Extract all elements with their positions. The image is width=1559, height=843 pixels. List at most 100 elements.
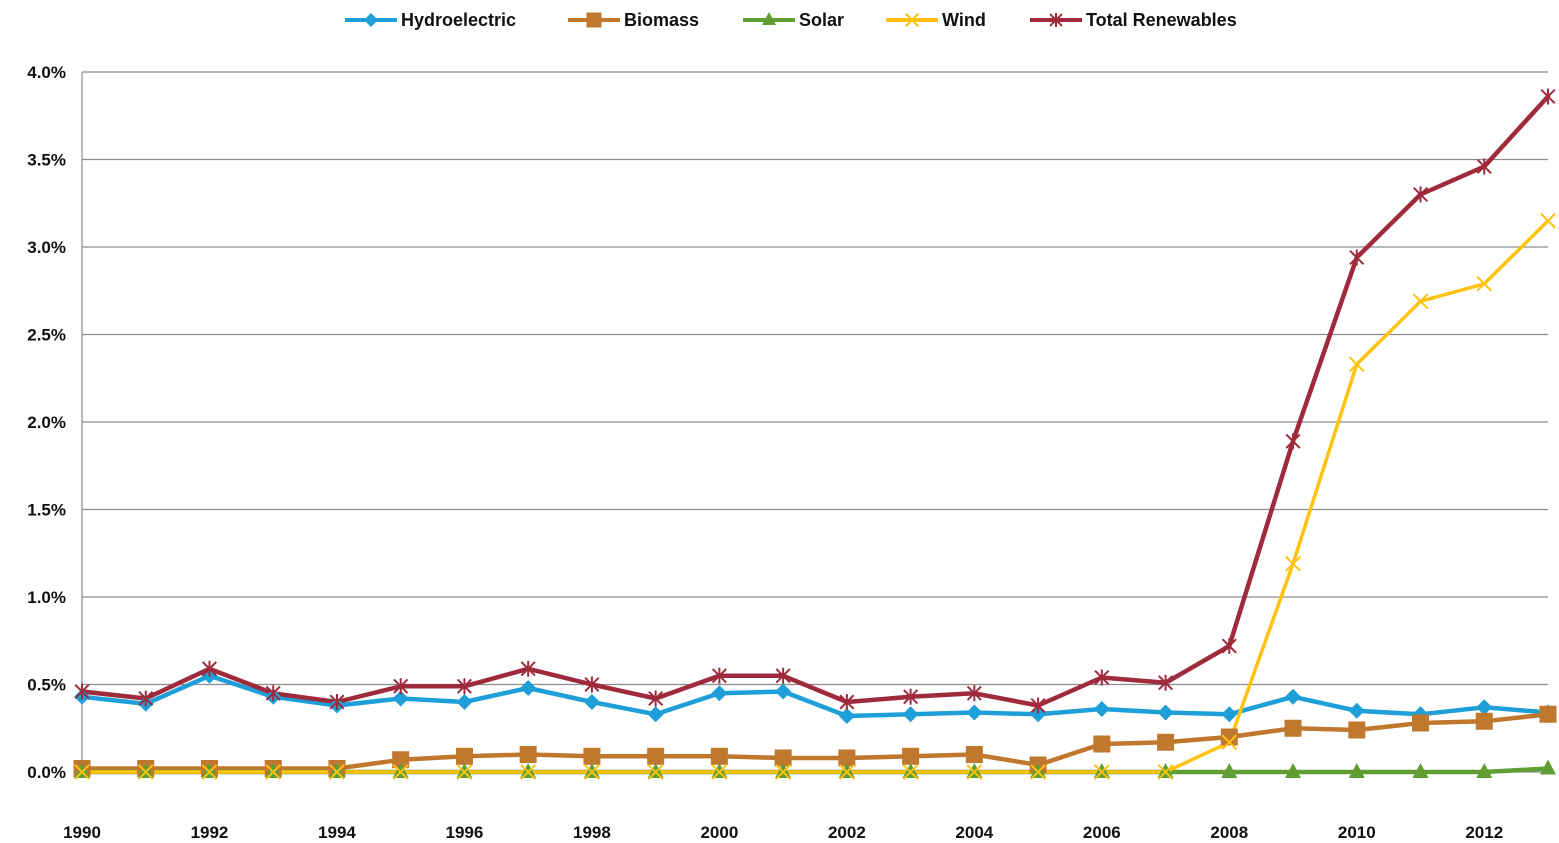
- legend-label: Biomass: [624, 10, 699, 30]
- x-tick-label: 2002: [828, 823, 866, 842]
- legend-marker: [1049, 13, 1063, 27]
- data-point-total-renewables: [839, 694, 855, 710]
- data-point-total-renewables: [393, 678, 409, 695]
- data-point-biomass: [710, 747, 728, 765]
- data-point-hydroelectric: [711, 685, 728, 702]
- data-point-hydroelectric: [838, 708, 855, 724]
- data-point-hydroelectric: [775, 683, 792, 700]
- x-tick-label: 1996: [446, 823, 484, 842]
- data-point-wind: [838, 764, 855, 780]
- data-point-solar: [966, 763, 983, 778]
- legend-marker: [904, 12, 920, 28]
- y-tick-label: 0.5%: [27, 676, 66, 695]
- data-point-solar: [456, 763, 473, 778]
- x-tick-label: 1998: [573, 823, 611, 842]
- data-point-solar: [711, 763, 728, 778]
- data-point-total-renewables: [903, 688, 919, 705]
- data-point-solar: [1030, 763, 1047, 778]
- data-point-hydroelectric: [392, 690, 409, 707]
- x-tick-label: 2006: [1083, 823, 1121, 842]
- data-point-solar: [265, 763, 282, 778]
- data-point-solar: [1221, 763, 1238, 778]
- data-point-wind: [265, 764, 282, 780]
- data-point-wind: [1030, 764, 1046, 780]
- x-tick-label: 1994: [318, 823, 356, 842]
- series-line-total-renewables: [79, 94, 1551, 708]
- data-point-solar: [74, 763, 90, 778]
- data-point-biomass: [902, 747, 920, 765]
- data-point-wind: [456, 764, 473, 780]
- data-point-total-renewables: [1094, 669, 1110, 686]
- series-lines: [79, 94, 1551, 775]
- data-point-solar: [1412, 763, 1429, 778]
- data-point-biomass: [519, 746, 537, 763]
- data-point-solar: [1348, 763, 1365, 778]
- legend: Hydroelectric Biomass Solar Wind Total Renew…: [345, 10, 1237, 30]
- data-point-wind: [584, 764, 600, 780]
- x-tick-label: 1990: [63, 823, 101, 842]
- data-point-solar: [1540, 759, 1556, 775]
- data-point-wind: [902, 764, 919, 780]
- y-tick-label: 4.0%: [27, 63, 66, 82]
- legend-marker: [762, 12, 776, 25]
- data-point-solar: [392, 763, 409, 778]
- data-point-biomass: [838, 749, 856, 767]
- data-point-biomass: [647, 747, 665, 765]
- y-tick-label: 1.5%: [27, 501, 66, 520]
- x-tick-labels: 1990 1992 1994 1996 1998 2000 2002 2004 2006 2008…: [63, 823, 1503, 842]
- data-point-biomass: [455, 747, 473, 765]
- data-point-solar: [1093, 763, 1110, 778]
- legend-label: Wind: [942, 10, 986, 30]
- data-point-biomass: [1475, 712, 1493, 730]
- data-point-hydroelectric: [520, 680, 537, 696]
- gridlines: [82, 71, 1548, 773]
- data-point-wind: [966, 764, 983, 780]
- data-point-hydroelectric: [1221, 706, 1238, 723]
- data-point-solar: [1157, 763, 1174, 778]
- data-point-biomass: [1539, 705, 1557, 723]
- data-point-total-renewables: [1285, 433, 1301, 450]
- data-point-solar: [775, 763, 792, 778]
- data-point-hydroelectric: [1285, 688, 1302, 705]
- legend-label: Solar: [799, 10, 844, 30]
- data-point-hydroelectric: [456, 694, 473, 710]
- data-point-total-renewables: [1349, 249, 1365, 266]
- data-point-total-renewables: [74, 683, 90, 700]
- y-tick-label: 2.5%: [27, 326, 66, 345]
- series-line-biomass: [79, 712, 1551, 771]
- data-point-wind: [201, 764, 218, 780]
- series-line-hydroelectric: [79, 673, 1551, 719]
- data-point-solar: [201, 763, 218, 778]
- x-tick-label: 2010: [1338, 823, 1376, 842]
- data-point-wind: [1476, 275, 1493, 292]
- data-point-wind: [647, 764, 664, 780]
- legend-marker: [586, 12, 602, 28]
- data-point-total-renewables: [966, 685, 982, 702]
- data-point-solar: [1285, 763, 1302, 778]
- data-point-biomass: [583, 747, 601, 765]
- data-point-total-renewables: [520, 660, 536, 677]
- data-point-wind: [1157, 764, 1174, 780]
- data-point-biomass: [1412, 714, 1430, 732]
- data-point-biomass: [965, 746, 983, 763]
- data-point-total-renewables: [1476, 158, 1492, 175]
- data-point-wind: [1221, 734, 1238, 751]
- data-point-biomass: [774, 749, 792, 767]
- data-point-total-renewables: [648, 690, 664, 707]
- data-point-solar: [137, 763, 154, 778]
- data-point-wind: [1093, 764, 1110, 780]
- data-point-wind: [775, 764, 792, 780]
- data-point-hydroelectric: [902, 706, 919, 723]
- data-point-biomass: [1348, 721, 1366, 739]
- data-point-solar: [647, 763, 664, 778]
- data-point-total-renewables: [1221, 638, 1237, 654]
- data-point-wind: [1348, 356, 1365, 373]
- data-point-total-renewables: [456, 678, 472, 695]
- legend-marker: [364, 13, 378, 27]
- x-tick-label: 2000: [700, 823, 738, 842]
- data-point-biomass: [1220, 728, 1238, 746]
- x-tick-label: 2008: [1210, 823, 1248, 842]
- data-point-hydroelectric: [1157, 704, 1174, 721]
- y-tick-label: 3.0%: [27, 238, 66, 257]
